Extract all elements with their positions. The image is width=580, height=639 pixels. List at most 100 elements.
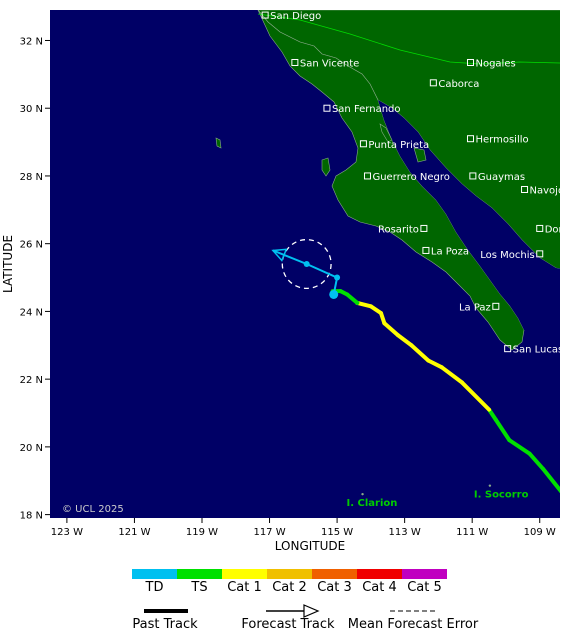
city-marker-icon bbox=[359, 140, 367, 148]
tiburon-island bbox=[413, 147, 427, 163]
city-marker-icon bbox=[363, 172, 371, 180]
category-swatch bbox=[267, 569, 312, 579]
city-marker-icon bbox=[536, 224, 544, 232]
past-track-segment bbox=[355, 300, 373, 309]
city-label: Navojoa bbox=[530, 185, 571, 196]
city-label: Guerrero Negro bbox=[372, 172, 449, 183]
us-mexico-border bbox=[257, 13, 560, 65]
city-label: La Paz bbox=[459, 302, 491, 313]
cities-layer: San Diego San Vicente Nogales Caborca San Fe… bbox=[261, 11, 571, 356]
forecast-track-legend: Forecast Track bbox=[241, 604, 335, 632]
forecast-track-label: Forecast Track bbox=[241, 617, 335, 632]
forecast-track-line bbox=[272, 249, 339, 295]
city-marker-icon bbox=[429, 79, 437, 87]
city-label: Punta Prieta bbox=[368, 140, 429, 151]
past-track-segment bbox=[439, 365, 465, 385]
city-marker-icon bbox=[466, 135, 474, 143]
guadalupe-island bbox=[215, 137, 222, 149]
island-dot bbox=[488, 484, 492, 487]
city-marker-icon bbox=[420, 224, 428, 232]
city-label: San Vicente bbox=[300, 58, 359, 69]
past-track-segment bbox=[527, 451, 546, 471]
island-label: I. Clarion bbox=[347, 498, 398, 509]
mean-error-legend: Mean Forecast Error bbox=[348, 610, 479, 632]
category-swatch bbox=[132, 569, 177, 579]
x-tick-label: 115 W bbox=[321, 527, 353, 538]
category-swatch bbox=[222, 569, 267, 579]
y-tick-label: 20 N bbox=[20, 443, 43, 454]
baja-california-peninsula bbox=[257, 10, 525, 351]
past-track-segment bbox=[487, 407, 498, 422]
past-track-segment bbox=[409, 343, 431, 363]
past-track-segment bbox=[345, 292, 360, 305]
city-label: Caborca bbox=[438, 79, 479, 90]
category-swatch bbox=[312, 569, 357, 579]
city-label: Rosarito bbox=[378, 224, 419, 235]
city-label: Los Mochis bbox=[480, 250, 534, 261]
x-tick-label: 109 W bbox=[524, 527, 556, 538]
city-label: Don bbox=[545, 224, 565, 235]
longitude-ticks: 123 W 121 W 119 W 117 W 115 W 113 W 111 W 109 W bbox=[51, 518, 556, 538]
y-tick-label: 24 N bbox=[20, 307, 43, 318]
y-axis-title: LATITUDE bbox=[1, 235, 15, 293]
category-swatch bbox=[357, 569, 402, 579]
city-marker-icon bbox=[504, 345, 512, 353]
current-position-marker bbox=[329, 289, 339, 299]
x-tick-label: 119 W bbox=[186, 527, 218, 538]
x-tick-label: 111 W bbox=[456, 527, 488, 538]
past-track-segment bbox=[541, 466, 560, 494]
y-tick-label: 32 N bbox=[20, 36, 43, 47]
city-marker-icon bbox=[492, 302, 500, 310]
category-label: Cat 3 bbox=[317, 580, 352, 595]
map-plot-area: San Diego San Vicente Nogales Caborca San Fe… bbox=[50, 10, 571, 518]
x-tick-label: 117 W bbox=[253, 527, 285, 538]
island-labels-layer: I. Clarion I. Socorro bbox=[347, 484, 529, 509]
cedros-island bbox=[321, 157, 331, 177]
mean-error-label: Mean Forecast Error bbox=[348, 617, 479, 632]
category-label: Cat 4 bbox=[362, 580, 397, 595]
y-tick-label: 26 N bbox=[20, 240, 43, 251]
past-track-segment bbox=[382, 321, 400, 338]
island-label: I. Socorro bbox=[474, 490, 529, 501]
x-tick-label: 121 W bbox=[118, 527, 150, 538]
city-label: San Fernando bbox=[332, 104, 401, 115]
angel-de-la-guarda-island bbox=[379, 123, 393, 143]
forecast-arrow-icon bbox=[303, 604, 320, 618]
city-label: Nogales bbox=[475, 58, 515, 69]
city-marker-icon bbox=[422, 246, 430, 254]
past-track-segment bbox=[507, 438, 532, 456]
x-tick-label: 113 W bbox=[389, 527, 421, 538]
city-marker-icon bbox=[291, 58, 299, 66]
y-tick-label: 28 N bbox=[20, 172, 43, 183]
category-label: Cat 1 bbox=[227, 580, 262, 595]
category-swatch bbox=[402, 569, 447, 579]
city-marker-icon bbox=[521, 185, 529, 193]
latitude-ticks: 32 N 30 N 28 N 26 N 24 N 22 N 20 N 18 N bbox=[20, 36, 50, 522]
category-label: Cat 5 bbox=[407, 580, 442, 595]
city-label: San Diego bbox=[270, 11, 321, 22]
past-track-segment bbox=[426, 358, 444, 370]
x-axis-title: LONGITUDE bbox=[275, 539, 345, 553]
storm-track-layer bbox=[271, 238, 560, 494]
past-track-segment bbox=[460, 380, 492, 412]
city-label: San Lucas bbox=[513, 345, 564, 356]
x-tick-label: 123 W bbox=[51, 527, 83, 538]
city-marker-icon bbox=[466, 58, 474, 66]
city-marker-icon bbox=[536, 250, 544, 258]
category-label: TS bbox=[190, 580, 207, 595]
island-dot bbox=[361, 492, 364, 496]
forecast-point bbox=[334, 274, 341, 281]
category-swatch bbox=[177, 569, 222, 579]
y-tick-label: 18 N bbox=[20, 511, 43, 522]
gulf-of-california bbox=[370, 84, 560, 330]
mean-forecast-error-circle bbox=[281, 238, 332, 290]
category-label: Cat 2 bbox=[272, 580, 307, 595]
category-label: TD bbox=[145, 580, 164, 595]
city-marker-icon bbox=[323, 104, 331, 112]
city-marker-icon bbox=[469, 172, 477, 180]
past-track-legend: Past Track bbox=[132, 609, 198, 632]
past-track-segment bbox=[395, 333, 414, 348]
past-track-segment bbox=[368, 304, 383, 316]
city-label: Hermosillo bbox=[475, 135, 528, 146]
